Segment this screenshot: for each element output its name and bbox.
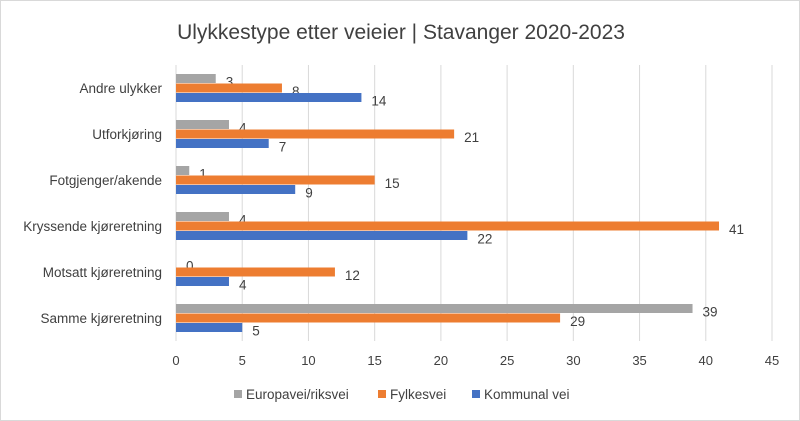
data-label: 4 bbox=[239, 121, 247, 136]
bar bbox=[176, 212, 229, 221]
data-label: 3 bbox=[226, 75, 234, 90]
data-label: 1 bbox=[199, 167, 207, 182]
bars: 3 8 14 4 21 7 1 15 9 4 41 22 0 12 4 39 29 5 bbox=[176, 74, 744, 339]
data-label: 12 bbox=[345, 268, 360, 283]
bar bbox=[176, 120, 229, 129]
x-tick-labels: 0 5 10 15 20 25 30 35 40 45 bbox=[172, 353, 779, 368]
bar bbox=[176, 231, 468, 240]
legend-swatch bbox=[472, 390, 480, 398]
data-label: 14 bbox=[371, 94, 387, 109]
category-label: Kryssende kjøreretning bbox=[23, 219, 162, 234]
x-tick-label: 0 bbox=[172, 353, 179, 368]
bar bbox=[176, 93, 362, 102]
legend-swatch bbox=[234, 390, 242, 398]
data-label: 15 bbox=[385, 176, 400, 191]
bar bbox=[176, 267, 335, 277]
bar bbox=[176, 277, 229, 286]
x-tick-label: 40 bbox=[699, 353, 713, 368]
data-label: 22 bbox=[477, 232, 492, 247]
legend-label: Fylkesvei bbox=[390, 387, 446, 402]
category-labels: Andre ulykker Utforkjøring Fotgjenger/aken… bbox=[23, 81, 162, 326]
category-label: Andre ulykker bbox=[79, 81, 162, 96]
x-tick-label: 25 bbox=[500, 353, 514, 368]
bar bbox=[176, 323, 243, 332]
bar bbox=[176, 304, 693, 313]
data-label: 21 bbox=[464, 130, 479, 145]
data-label: 8 bbox=[292, 84, 300, 99]
gridlines bbox=[175, 65, 773, 341]
x-tick-label: 10 bbox=[301, 353, 315, 368]
data-label: 41 bbox=[729, 222, 744, 237]
legend-label: Europavei/riksvei bbox=[246, 387, 349, 402]
chart-title: Ulykkestype etter veieier | Stavanger 20… bbox=[177, 21, 625, 44]
bar bbox=[176, 313, 561, 323]
x-tick-label: 45 bbox=[765, 353, 779, 368]
category-label: Motsatt kjøreretning bbox=[43, 265, 162, 280]
data-label: 7 bbox=[279, 140, 287, 155]
x-tick-label: 35 bbox=[632, 353, 646, 368]
bar bbox=[176, 175, 375, 185]
bar bbox=[176, 129, 455, 139]
legend-swatch bbox=[378, 390, 386, 398]
bar bbox=[176, 166, 190, 175]
data-label: 29 bbox=[570, 314, 585, 329]
data-label: 9 bbox=[305, 186, 313, 201]
x-tick-label: 30 bbox=[566, 353, 580, 368]
category-label: Utforkjøring bbox=[92, 127, 162, 142]
category-label: Samme kjøreretning bbox=[40, 311, 162, 326]
data-label: 0 bbox=[186, 259, 194, 274]
legend-label: Kommunal vei bbox=[484, 387, 570, 402]
data-label: 4 bbox=[239, 213, 247, 228]
data-label: 5 bbox=[252, 324, 260, 339]
bar bbox=[176, 185, 296, 194]
bar bbox=[176, 83, 282, 93]
category-label: Fotgjenger/akende bbox=[49, 173, 162, 188]
x-tick-label: 20 bbox=[434, 353, 448, 368]
legend: Europavei/riksvei Fylkesvei Kommunal vei bbox=[234, 387, 570, 402]
x-tick-label: 15 bbox=[367, 353, 381, 368]
data-label: 39 bbox=[703, 305, 718, 320]
bar bbox=[176, 74, 216, 83]
bar bbox=[176, 139, 269, 148]
data-label: 4 bbox=[239, 278, 247, 293]
x-tick-label: 5 bbox=[239, 353, 246, 368]
bar bbox=[176, 221, 720, 231]
